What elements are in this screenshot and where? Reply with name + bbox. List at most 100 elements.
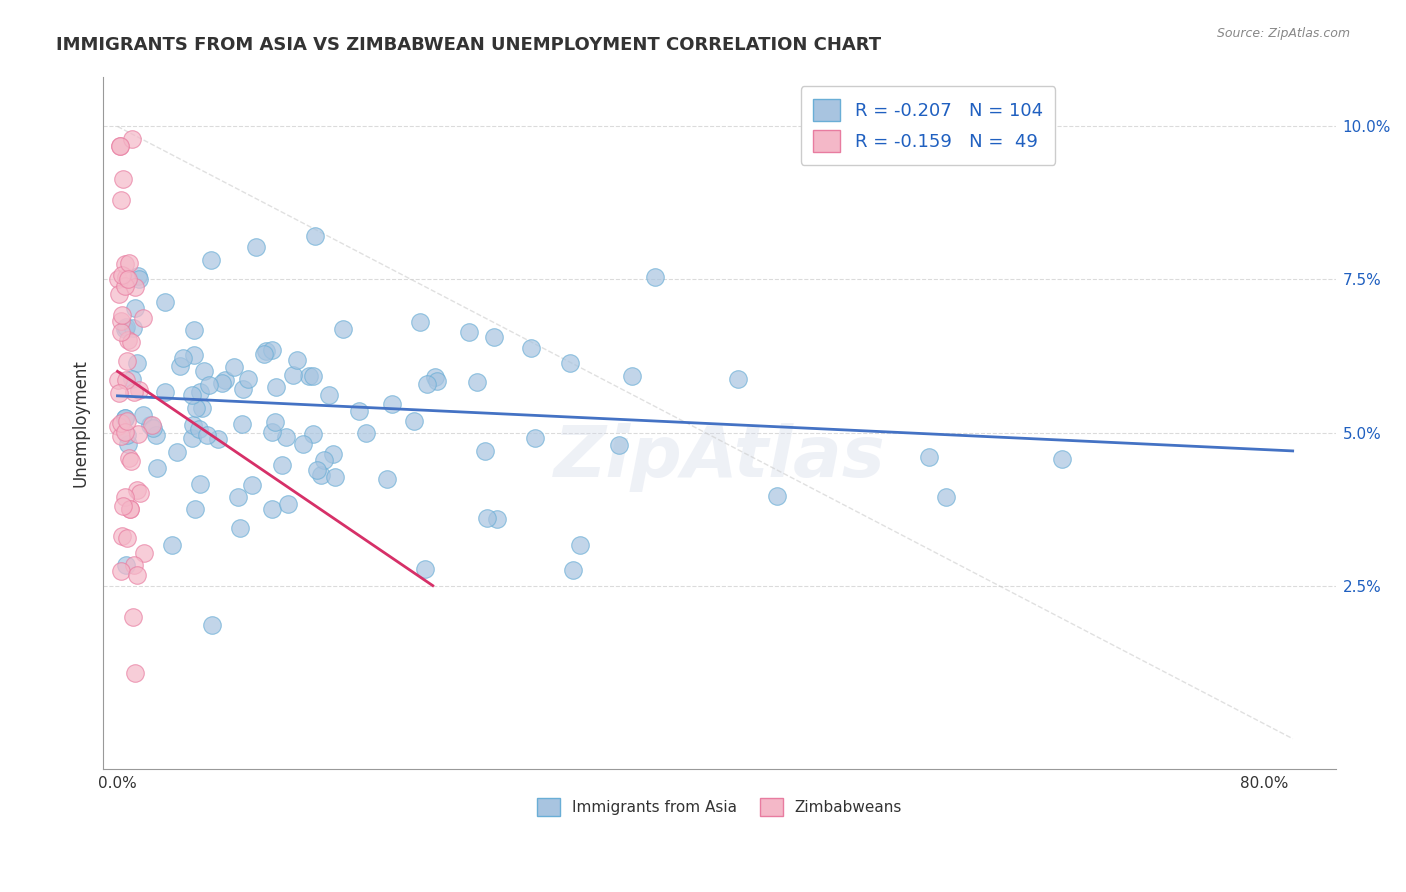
Point [292, 437, 315, 451]
Point [607, 438, 630, 452]
Point [281, 368, 304, 383]
Point [262, 502, 284, 516]
Point [172, 351, 194, 366]
Point [644, 269, 666, 284]
Point [108, 139, 131, 153]
Point [404, 414, 426, 428]
Point [727, 372, 749, 386]
Point [222, 359, 245, 374]
Point [264, 380, 287, 394]
Point [477, 511, 499, 525]
Point [141, 418, 163, 433]
Point [318, 388, 340, 402]
Point [302, 427, 325, 442]
Point [935, 491, 957, 505]
Point [110, 325, 132, 339]
Point [120, 454, 142, 468]
Y-axis label: Unemployment: Unemployment [72, 359, 89, 487]
Point [214, 372, 236, 386]
Point [139, 417, 162, 432]
Point [124, 280, 146, 294]
Point [110, 429, 132, 443]
Point [127, 269, 149, 284]
Point [232, 382, 254, 396]
Point [128, 384, 150, 398]
Point [226, 490, 249, 504]
Point [423, 370, 446, 384]
Point [201, 618, 224, 632]
Point [124, 558, 146, 572]
Point [110, 416, 132, 430]
Point [188, 477, 211, 491]
Point [381, 397, 404, 411]
Point [128, 272, 150, 286]
Point [111, 268, 134, 283]
Point [117, 437, 139, 451]
Point [180, 431, 202, 445]
Point [114, 411, 136, 425]
Point [121, 372, 143, 386]
Point [128, 485, 150, 500]
Point [187, 422, 209, 436]
Point [270, 458, 292, 473]
Point [558, 356, 581, 370]
Point [142, 421, 165, 435]
Point [285, 353, 308, 368]
Point [114, 425, 136, 439]
Point [302, 369, 325, 384]
Point [121, 321, 143, 335]
Point [115, 427, 138, 442]
Point [562, 563, 585, 577]
Point [118, 501, 141, 516]
Point [124, 301, 146, 316]
Point [211, 376, 233, 390]
Point [1050, 452, 1073, 467]
Point [118, 450, 141, 465]
Point [127, 427, 149, 442]
Point [314, 453, 336, 467]
Point [184, 501, 207, 516]
Text: IMMIGRANTS FROM ASIA VS ZIMBABWEAN UNEMPLOYMENT CORRELATION CHART: IMMIGRANTS FROM ASIA VS ZIMBABWEAN UNEMP… [56, 36, 882, 54]
Point [160, 538, 183, 552]
Point [375, 472, 398, 486]
Point [408, 315, 430, 329]
Point [765, 489, 787, 503]
Point [132, 546, 155, 560]
Point [253, 347, 276, 361]
Point [115, 354, 138, 368]
Point [114, 490, 136, 504]
Point [274, 430, 297, 444]
Point [114, 257, 136, 271]
Point [264, 415, 287, 429]
Point [231, 417, 253, 432]
Point [183, 323, 205, 337]
Point [127, 567, 149, 582]
Point [114, 278, 136, 293]
Point [260, 343, 283, 357]
Point [153, 295, 176, 310]
Point [240, 478, 263, 492]
Point [108, 386, 131, 401]
Point [110, 564, 132, 578]
Point [181, 388, 204, 402]
Point [118, 256, 141, 270]
Point [198, 378, 221, 392]
Point [120, 334, 142, 349]
Point [108, 287, 131, 301]
Point [111, 309, 134, 323]
Point [117, 333, 139, 347]
Point [188, 385, 211, 400]
Point [122, 610, 145, 624]
Point [200, 252, 222, 267]
Point [115, 558, 138, 573]
Point [520, 341, 543, 355]
Point [254, 343, 277, 358]
Point [322, 447, 344, 461]
Text: Source: ZipAtlas.com: Source: ZipAtlas.com [1216, 27, 1350, 40]
Point [416, 376, 439, 391]
Point [107, 271, 129, 285]
Point [458, 325, 481, 339]
Point [124, 666, 146, 681]
Point [132, 409, 155, 423]
Point [166, 445, 188, 459]
